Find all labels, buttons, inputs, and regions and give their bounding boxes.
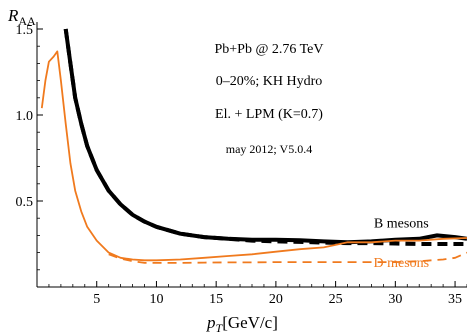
chart-labels: B mesons D mesons	[373, 217, 429, 272]
d-mesons-label: D mesons	[373, 256, 429, 271]
x-tick-label: 5	[93, 292, 100, 307]
y-tick-label: 1.5	[16, 23, 34, 38]
annotation-model: El. + LPM (K=0.7)	[215, 107, 323, 122]
annotation-collision: Pb+Pb @ 2.76 TeV	[214, 42, 323, 57]
y-tick-label: 0.5	[16, 195, 34, 210]
x-tick-label: 35	[448, 292, 462, 307]
d-mesons-line	[40, 50, 467, 262]
series-1-dashed-line	[63, 28, 467, 246]
annotation-version: may 2012; V5.0.4	[226, 142, 312, 156]
x-tick-label: 15	[209, 292, 223, 307]
x-axis-label: pT[GeV/c]	[206, 313, 278, 333]
b-mesons-label: B mesons	[374, 217, 429, 232]
x-tick-label: 25	[329, 292, 343, 307]
series-3-dashed-line	[108, 251, 467, 264]
chart-ticks: 5 10 15 20 25 30 35 0.5 1.0 1.5	[16, 23, 467, 307]
annotation-centrality: 0–20%; KH Hydro	[216, 74, 323, 89]
chart-series	[40, 28, 467, 264]
y-axis-label: RAA	[7, 6, 36, 28]
x-tick-label: 20	[269, 292, 283, 307]
x-tick-label: 10	[149, 292, 163, 307]
y-tick-label: 1.0	[16, 109, 34, 124]
x-tick-label: 30	[388, 292, 402, 307]
